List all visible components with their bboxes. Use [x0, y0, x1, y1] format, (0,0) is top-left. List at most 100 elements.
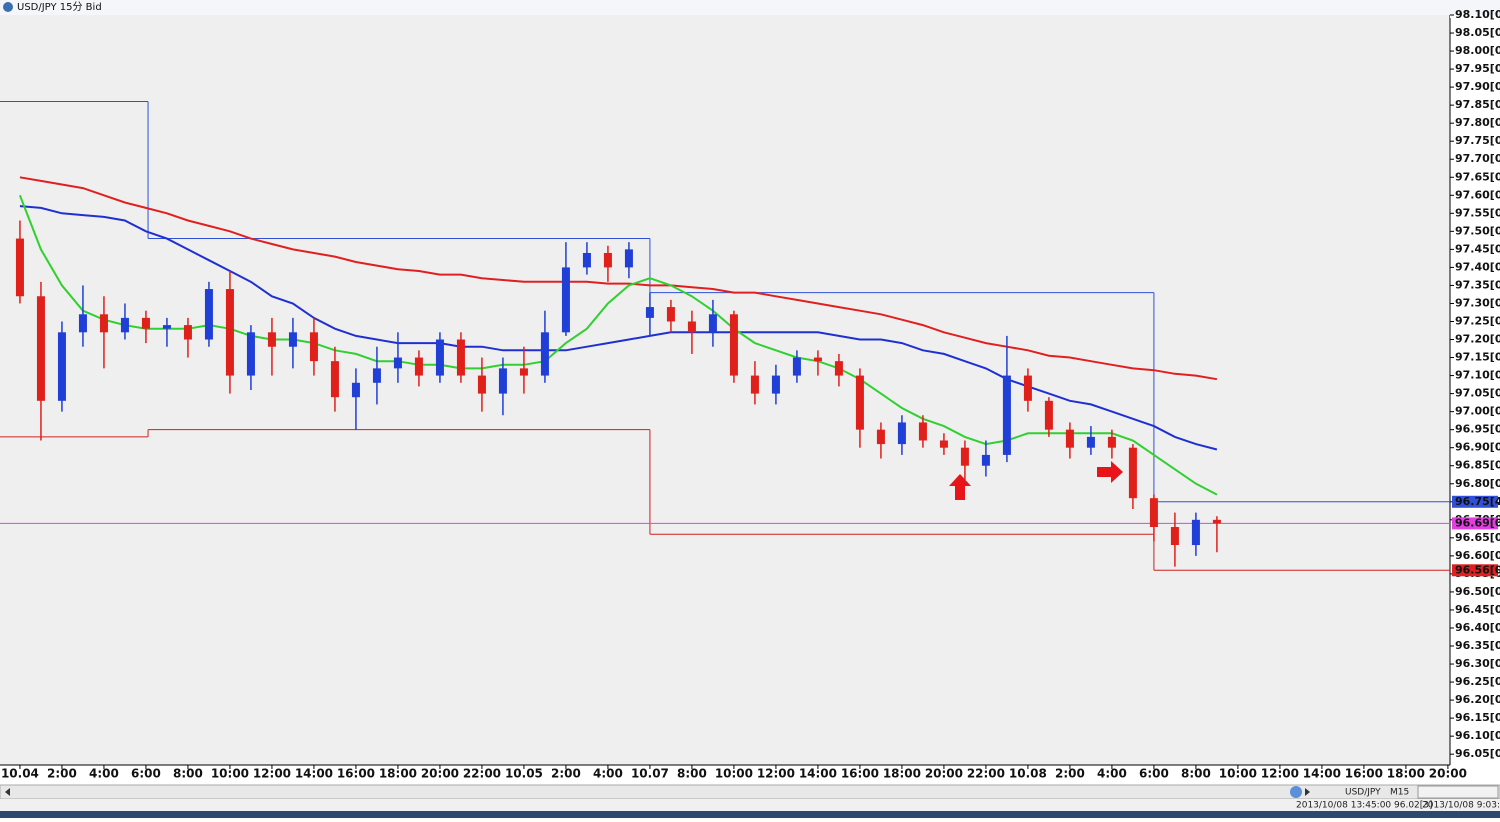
- candle-body: [351, 382, 360, 398]
- y-tick-label: 96.90[0]: [1455, 441, 1500, 454]
- candle-body: [876, 429, 885, 445]
- candle-body: [120, 317, 129, 333]
- y-tick-label: 97.90[0]: [1455, 80, 1500, 93]
- candle-body: [519, 368, 528, 376]
- candle-body: [771, 375, 780, 394]
- y-tick-label: 96.65[0]: [1455, 531, 1500, 544]
- window-icon: [3, 2, 13, 12]
- x-tick-label: 18:00: [883, 767, 921, 781]
- x-tick-label: 2:00: [551, 767, 581, 781]
- scroll-right[interactable]: [1305, 788, 1310, 796]
- x-tick-label: 20:00: [421, 767, 459, 781]
- candle-body: [78, 314, 87, 333]
- candle-body: [15, 238, 24, 297]
- y-tick-label: 97.45[0]: [1455, 242, 1500, 255]
- candle-body: [687, 321, 696, 333]
- y-tick-label: 96.20[0]: [1455, 693, 1500, 706]
- candle-body: [267, 332, 276, 347]
- scroll-left[interactable]: [5, 788, 10, 796]
- y-tick-label: 97.85[0]: [1455, 98, 1500, 111]
- candle-body: [477, 375, 486, 394]
- candle-body: [435, 339, 444, 376]
- candle-body: [1023, 375, 1032, 401]
- candle-body: [981, 454, 990, 466]
- candle-body: [393, 357, 402, 369]
- x-tick-label: 18:00: [1387, 767, 1425, 781]
- status-symbol[interactable]: USD/JPY: [1345, 788, 1381, 798]
- candle-body: [1128, 447, 1137, 499]
- y-tick-label: 96.40[0]: [1455, 621, 1500, 634]
- taskbar: [0, 811, 1500, 818]
- plot: [0, 101, 1450, 571]
- y-tick-label: 97.70[0]: [1455, 152, 1500, 165]
- x-tick-label: 2:00: [1055, 767, 1085, 781]
- candle-body: [498, 368, 507, 394]
- x-tick-label: 22:00: [463, 767, 501, 781]
- axes: 98.10[0] 98.05[0] 98.00[0] 97.95[0] 97.90[0]…: [1, 8, 1500, 781]
- candle-body: [645, 307, 654, 318]
- candle-body: [57, 332, 66, 401]
- x-tick-label: 8:00: [677, 767, 707, 781]
- y-tick-label: 96.35[0]: [1455, 639, 1500, 652]
- candle-body: [1107, 436, 1116, 448]
- y-tick-label: 97.40[0]: [1455, 260, 1500, 273]
- x-tick-label: 2:00: [47, 767, 77, 781]
- x-tick-label: 4:00: [593, 767, 623, 781]
- candle-body: [918, 422, 927, 441]
- candle-body: [792, 357, 801, 376]
- candle-body: [960, 447, 969, 466]
- y-tick-label: 97.10[0]: [1455, 369, 1500, 382]
- y-tick-label: 97.15[0]: [1455, 351, 1500, 364]
- candle-body: [813, 357, 822, 362]
- candle-body: [162, 325, 171, 329]
- price-tag-label: 96.56[0]: [1455, 563, 1500, 576]
- x-tick-label: 14:00: [295, 767, 333, 781]
- y-tick-label: 96.25[0]: [1455, 675, 1500, 688]
- x-tick-label: 20:00: [925, 767, 963, 781]
- moving-average: [19, 205, 1218, 451]
- y-tick-label: 96.05[0]: [1455, 747, 1500, 760]
- candle-body: [372, 368, 381, 383]
- candle-body: [288, 332, 297, 347]
- candle-body: [414, 357, 423, 376]
- x-tick-label: 10.08: [1009, 767, 1047, 781]
- x-tick-label: 22:00: [967, 767, 1005, 781]
- status-clock: 2013/10/08 9:03:39: [1422, 801, 1500, 811]
- moving-average: [18, 194, 1218, 496]
- candle-body: [183, 325, 192, 340]
- y-tick-label: 97.75[0]: [1455, 134, 1500, 147]
- y-tick-label: 97.20[0]: [1455, 333, 1500, 346]
- price-tag-label: 96.75[4]: [1455, 495, 1500, 508]
- x-tick-label: 10.05: [505, 767, 543, 781]
- scroll-button[interactable]: [1290, 786, 1302, 798]
- candle-body: [666, 307, 675, 322]
- candle-body: [204, 289, 213, 340]
- price-tag-label: 96.69[0]: [1455, 516, 1500, 529]
- scrollbar[interactable]: [0, 784, 1500, 800]
- y-tick-label: 97.55[0]: [1455, 206, 1500, 219]
- window-title: USD/JPY 15分 Bid: [17, 1, 102, 13]
- candle-body: [99, 314, 108, 333]
- axis-cap: [1450, 15, 1500, 18]
- toolbar[interactable]: [1417, 785, 1499, 799]
- x-tick-label: 6:00: [1139, 767, 1169, 781]
- x-tick-label: 10:00: [715, 767, 753, 781]
- status-timeframe[interactable]: M15: [1390, 788, 1409, 798]
- x-tick-label: 16:00: [1345, 767, 1383, 781]
- candle-body: [603, 252, 612, 268]
- y-axis-area: [1450, 15, 1500, 765]
- y-tick-label: 96.10[0]: [1455, 729, 1500, 742]
- price-tag: [1452, 495, 1498, 508]
- x-tick-label: 16:00: [841, 767, 879, 781]
- x-tick-label: 12:00: [253, 767, 291, 781]
- x-tick-label: 8:00: [173, 767, 203, 781]
- candle-body: [456, 339, 465, 376]
- y-tick-label: 96.80[0]: [1455, 477, 1500, 490]
- up-arrow: [949, 474, 971, 500]
- x-tick-label: 10:00: [211, 767, 249, 781]
- x-tick-label: 10:00: [1219, 767, 1257, 781]
- candle-body: [330, 361, 339, 398]
- x-tick-label: 6:00: [131, 767, 161, 781]
- candle-body: [1044, 400, 1053, 430]
- candle-body: [309, 332, 318, 362]
